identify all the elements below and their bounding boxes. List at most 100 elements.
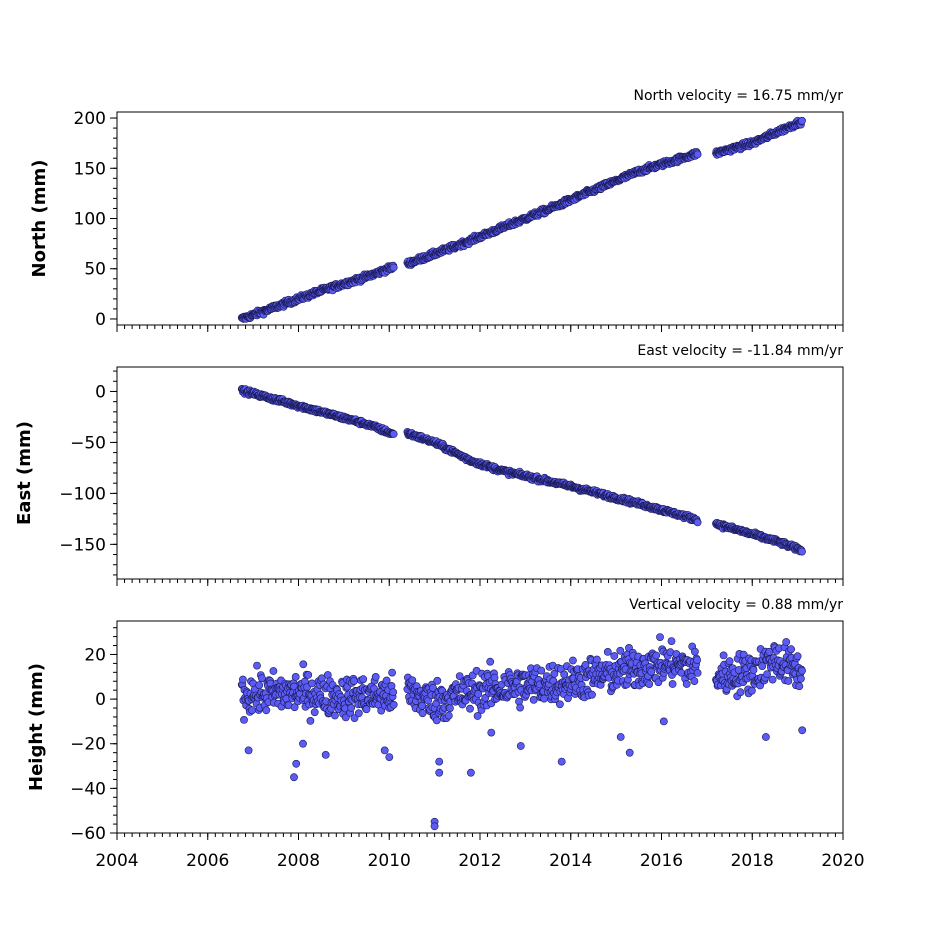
data-point xyxy=(349,677,358,685)
data-point xyxy=(257,674,266,683)
data-point xyxy=(299,660,308,669)
data-point xyxy=(418,701,426,710)
east-panel-title: East velocity = -11.84 mm/yr xyxy=(637,343,843,359)
ytick-label: −40 xyxy=(70,779,106,799)
east-panel-xticks xyxy=(116,579,844,586)
data-point xyxy=(749,666,758,674)
north-panel-ylabel: North (mm) xyxy=(29,160,50,278)
data-point xyxy=(444,711,453,720)
data-point xyxy=(382,676,391,685)
outlier-point xyxy=(435,757,444,766)
data-point xyxy=(603,648,612,656)
data-point xyxy=(540,694,548,703)
north-panel-frame xyxy=(116,111,844,326)
outlier-point xyxy=(659,717,668,726)
data-point xyxy=(350,714,359,722)
data-point xyxy=(310,708,319,717)
data-point xyxy=(693,669,702,677)
height-panel: Vertical velocity = 0.88 mm/yr Height (m… xyxy=(26,597,865,871)
data-point xyxy=(445,704,454,713)
data-point xyxy=(466,704,474,713)
data-point xyxy=(389,263,398,272)
data-point xyxy=(291,673,300,681)
data-point xyxy=(429,684,437,692)
height-panel-points xyxy=(237,633,807,831)
data-point xyxy=(691,647,699,656)
data-point xyxy=(787,645,795,654)
data-point xyxy=(616,646,625,655)
east-panel-ylabel: East (mm) xyxy=(14,421,35,525)
data-point xyxy=(388,668,396,677)
data-point xyxy=(610,652,619,660)
data-point xyxy=(359,675,368,684)
ytick-label: 20 xyxy=(84,645,106,665)
data-point xyxy=(797,674,805,683)
data-point xyxy=(798,547,806,556)
data-point xyxy=(473,712,482,720)
data-point xyxy=(238,675,247,684)
data-point xyxy=(529,696,538,704)
data-point xyxy=(569,656,577,665)
data-point xyxy=(560,670,569,679)
outlier-point xyxy=(516,742,525,750)
data-point xyxy=(354,709,363,718)
outlier-point xyxy=(762,733,770,741)
data-point xyxy=(290,703,299,712)
outlier-point xyxy=(625,748,634,757)
east-panel-yticks: 0 −50 −100 −150 xyxy=(59,370,117,576)
data-point xyxy=(793,652,802,661)
data-point xyxy=(795,682,804,691)
ytick-label: 0 xyxy=(95,690,106,710)
data-point xyxy=(433,676,442,685)
data-point xyxy=(763,670,771,678)
data-point xyxy=(486,657,495,666)
xtick-label: 2018 xyxy=(731,851,774,871)
data-point xyxy=(768,675,777,684)
ytick-label: 0 xyxy=(95,310,106,330)
ytick-label: −60 xyxy=(70,824,106,844)
ytick-label: 100 xyxy=(74,210,106,230)
data-point xyxy=(306,717,315,725)
outlier-point xyxy=(244,746,253,755)
data-point xyxy=(693,150,702,159)
data-point xyxy=(693,518,702,527)
ytick-label: −100 xyxy=(59,484,106,504)
data-point xyxy=(269,667,278,675)
data-point xyxy=(667,637,676,645)
xtick-label: 2014 xyxy=(549,851,592,871)
data-point xyxy=(347,703,356,712)
north-panel-points xyxy=(237,116,806,323)
data-point xyxy=(798,116,806,125)
height-panel-frame xyxy=(116,620,844,834)
data-point xyxy=(262,706,271,715)
data-point xyxy=(798,666,806,675)
outlier-point xyxy=(557,757,566,766)
data-point xyxy=(647,667,656,676)
data-point xyxy=(455,672,464,680)
data-point xyxy=(537,666,546,675)
data-point xyxy=(248,706,256,715)
outlier-point xyxy=(798,726,807,735)
data-point xyxy=(784,677,793,685)
data-point xyxy=(389,430,398,438)
xtick-label: 2004 xyxy=(95,851,138,871)
xtick-label: 2020 xyxy=(821,851,864,871)
outlier-point xyxy=(487,728,496,737)
data-point xyxy=(418,709,427,718)
data-point xyxy=(362,705,371,714)
ytick-label: −50 xyxy=(70,433,106,453)
outlier-point xyxy=(292,759,301,768)
data-point xyxy=(474,690,483,698)
ytick-label: −150 xyxy=(59,535,106,555)
data-point xyxy=(253,661,261,670)
xtick-label: 2016 xyxy=(640,851,683,871)
ytick-label: 50 xyxy=(84,260,106,280)
data-point xyxy=(389,688,398,696)
data-point xyxy=(550,669,559,678)
north-panel-xticks xyxy=(116,325,844,332)
outlier-point xyxy=(290,773,298,782)
data-point xyxy=(330,711,339,720)
north-panel: North velocity = 16.75 mm/yr North (mm) … xyxy=(29,88,844,332)
east-panel: East velocity = -11.84 mm/yr East (mm) 0… xyxy=(14,343,844,586)
